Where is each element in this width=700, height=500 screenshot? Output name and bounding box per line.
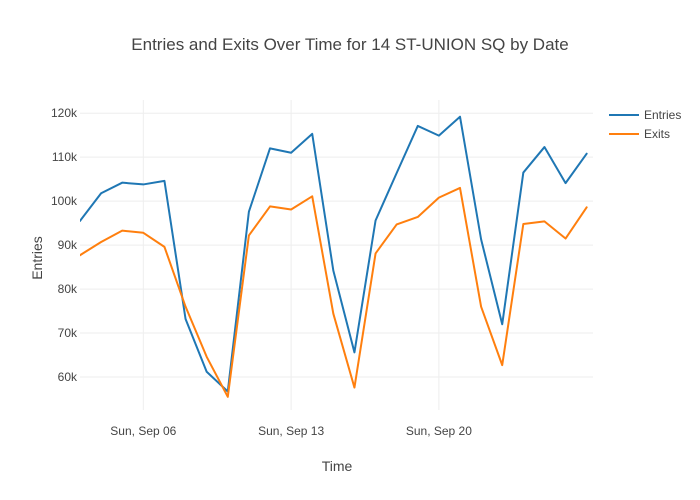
data-point-exits-sep-19[interactable] <box>415 214 421 220</box>
data-point-exits-sep-18[interactable] <box>394 221 400 227</box>
data-point-entries-sep-08[interactable] <box>183 316 189 322</box>
data-point-exits-sep-08[interactable] <box>183 304 189 310</box>
data-point-exits-sep-26[interactable] <box>563 236 569 242</box>
data-point-exits-sep-11[interactable] <box>246 232 252 238</box>
data-point-exits-sep-05[interactable] <box>119 228 125 234</box>
data-point-entries-sep-06[interactable] <box>140 181 146 187</box>
x-tick-label: Sun, Sep 06 <box>110 424 176 438</box>
legend-label: Exits <box>644 127 670 141</box>
y-tick-label: 110k <box>52 150 78 164</box>
data-point-entries-sep-26[interactable] <box>563 180 569 186</box>
data-point-exits-sep-06[interactable] <box>140 230 146 236</box>
data-point-exits-sep-23[interactable] <box>499 362 505 368</box>
x-tick-label: Sun, Sep 20 <box>406 424 472 438</box>
series-line-entries[interactable] <box>80 115 588 393</box>
data-point-exits-sep-21[interactable] <box>457 185 463 191</box>
y-tick-label: 70k <box>58 326 78 340</box>
data-point-exits-sep-12[interactable] <box>267 203 273 209</box>
data-point-entries-sep-13[interactable] <box>288 150 294 156</box>
grid-layer <box>80 100 593 410</box>
legend[interactable]: Entries Exits <box>609 108 681 141</box>
chart-title: Entries and Exits Over Time for 14 ST-UN… <box>131 35 568 54</box>
data-point-entries-sep-17[interactable] <box>373 217 379 223</box>
data-point-entries-sep-07[interactable] <box>161 178 167 184</box>
data-point-entries-sep-09[interactable] <box>204 369 210 375</box>
data-point-entries-sep-23[interactable] <box>499 321 505 327</box>
data-point-exits-sep-14[interactable] <box>309 193 315 199</box>
data-point-exits-sep-07[interactable] <box>161 244 167 250</box>
data-point-exits-sep-27[interactable] <box>584 204 590 210</box>
data-point-exits-sep-15[interactable] <box>330 311 336 317</box>
data-point-entries-sep-03[interactable] <box>77 218 83 224</box>
x-axis-ticks: Sun, Sep 06 Sun, Sep 13 Sun, Sep 20 <box>110 424 472 438</box>
data-point-entries-sep-12[interactable] <box>267 145 273 151</box>
series-line-exits[interactable] <box>80 186 588 398</box>
legend-label: Entries <box>644 108 681 122</box>
data-point-entries-sep-05[interactable] <box>119 180 125 186</box>
data-point-entries-sep-18[interactable] <box>394 170 400 176</box>
data-point-exits-sep-16[interactable] <box>351 385 357 391</box>
y-tick-label: 90k <box>58 238 78 252</box>
y-tick-label: 100k <box>51 194 78 208</box>
data-point-entries-sep-22[interactable] <box>478 236 484 242</box>
data-point-entries-sep-11[interactable] <box>246 209 252 215</box>
data-point-entries-sep-21[interactable] <box>457 114 463 120</box>
x-tick-label: Sun, Sep 13 <box>258 424 324 438</box>
data-point-entries-sep-24[interactable] <box>520 170 526 176</box>
y-tick-label: 80k <box>58 282 78 296</box>
data-point-entries-sep-15[interactable] <box>330 268 336 274</box>
y-axis-title: Entries <box>29 236 45 280</box>
data-point-entries-sep-27[interactable] <box>584 151 590 157</box>
data-point-entries-sep-20[interactable] <box>436 133 442 139</box>
y-tick-label: 120k <box>51 106 78 120</box>
data-point-exits-sep-03[interactable] <box>77 252 83 258</box>
data-point-entries-sep-25[interactable] <box>541 144 547 150</box>
data-point-exits-sep-13[interactable] <box>288 206 294 212</box>
data-point-entries-sep-04[interactable] <box>98 190 104 196</box>
y-axis-ticks: 60k 70k 80k 90k 100k 110k 120k <box>51 106 78 384</box>
data-point-exits-sep-17[interactable] <box>373 250 379 256</box>
data-point-exits-sep-10[interactable] <box>225 394 231 400</box>
data-point-entries-sep-14[interactable] <box>309 131 315 137</box>
data-point-exits-sep-22[interactable] <box>478 304 484 310</box>
data-point-entries-sep-16[interactable] <box>351 349 357 355</box>
data-point-exits-sep-24[interactable] <box>520 221 526 227</box>
series-layer <box>77 114 590 400</box>
data-point-exits-sep-09[interactable] <box>204 354 210 360</box>
data-point-exits-sep-25[interactable] <box>541 218 547 224</box>
y-tick-label: 60k <box>58 370 78 384</box>
data-point-exits-sep-20[interactable] <box>436 195 442 201</box>
legend-item-exits[interactable]: Exits <box>609 127 670 141</box>
legend-item-entries[interactable]: Entries <box>609 108 681 122</box>
data-point-entries-sep-19[interactable] <box>415 123 421 129</box>
x-axis-title: Time <box>322 458 353 474</box>
data-point-exits-sep-04[interactable] <box>98 239 104 245</box>
